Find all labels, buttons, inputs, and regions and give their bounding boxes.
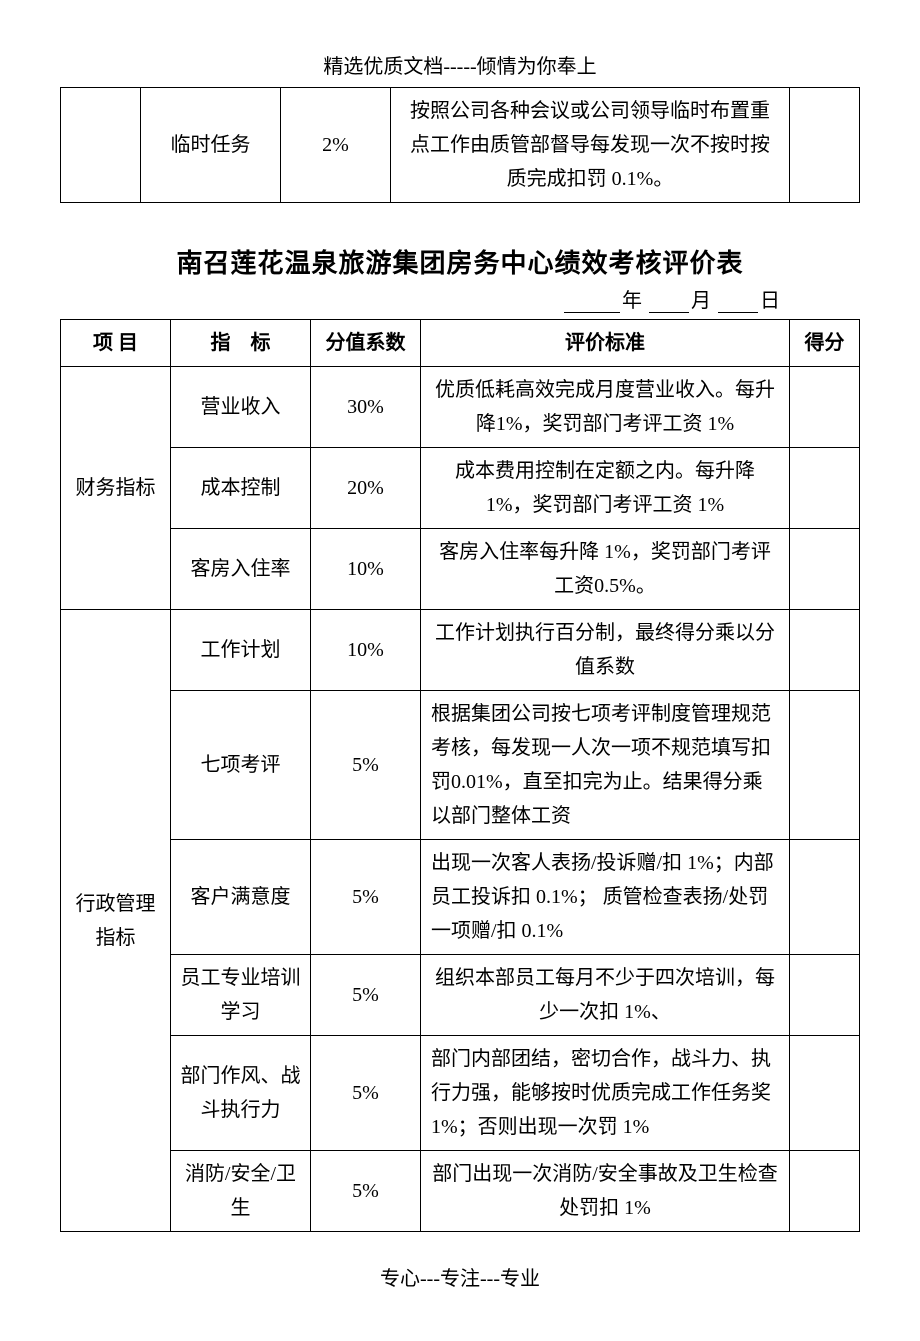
cell-indicator: 临时任务 xyxy=(141,88,281,203)
day-blank xyxy=(718,288,758,313)
month-blank xyxy=(649,288,689,313)
cell-criteria: 成本费用控制在定额之内。每升降 1%，奖罚部门考评工资 1% xyxy=(421,448,790,529)
date-line: 年 月 日 xyxy=(60,284,860,313)
header-coef: 分值系数 xyxy=(311,320,421,367)
cell-indicator: 员工专业培训学习 xyxy=(171,955,311,1036)
cell-coef: 5% xyxy=(311,840,421,955)
cell-score xyxy=(790,529,860,610)
cell-criteria: 部门出现一次消防/安全事故及卫生检查处罚扣 1% xyxy=(421,1151,790,1232)
cell-category-blank xyxy=(61,88,141,203)
cell-indicator: 七项考评 xyxy=(171,691,311,840)
cell-indicator: 成本控制 xyxy=(171,448,311,529)
cell-coef: 2% xyxy=(281,88,391,203)
cell-score xyxy=(790,955,860,1036)
table-row: 部门作风、战斗执行力 5% 部门内部团结，密切合作，战斗力、执行力强，能够按时优… xyxy=(61,1036,860,1151)
footer-note: 专心---专注---专业 xyxy=(60,1262,860,1291)
cell-criteria: 出现一次客人表扬/投诉赠/扣 1%；内部员工投诉扣 0.1%； 质管检查表扬/处… xyxy=(421,840,790,955)
cell-coef: 20% xyxy=(311,448,421,529)
cell-indicator: 消防/安全/卫生 xyxy=(171,1151,311,1232)
cell-category: 行政管理指标 xyxy=(61,610,171,1232)
cell-criteria: 按照公司各种会议或公司领导临时布置重点工作由质管部督导每发现一次不按时按质完成扣… xyxy=(391,88,790,203)
table-row: 成本控制 20% 成本费用控制在定额之内。每升降 1%，奖罚部门考评工资 1% xyxy=(61,448,860,529)
cell-score xyxy=(790,1151,860,1232)
cell-coef: 5% xyxy=(311,1036,421,1151)
cell-coef: 30% xyxy=(311,367,421,448)
cell-criteria: 客房入住率每升降 1%，奖罚部门考评工资0.5%。 xyxy=(421,529,790,610)
header-note: 精选优质文档-----倾情为你奉上 xyxy=(60,50,860,79)
cell-indicator: 部门作风、战斗执行力 xyxy=(171,1036,311,1151)
cell-criteria: 部门内部团结，密切合作，战斗力、执行力强，能够按时优质完成工作任务奖 1%；否则… xyxy=(421,1036,790,1151)
cell-score-blank xyxy=(790,88,860,203)
cell-criteria: 根据集团公司按七项考评制度管理规范考核，每发现一人次一项不规范填写扣罚0.01%… xyxy=(421,691,790,840)
header-category: 项 目 xyxy=(61,320,171,367)
table-row: 财务指标 营业收入 30% 优质低耗高效完成月度营业收入。每升降1%，奖罚部门考… xyxy=(61,367,860,448)
cell-coef: 5% xyxy=(311,691,421,840)
cell-coef: 5% xyxy=(311,1151,421,1232)
cell-criteria: 优质低耗高效完成月度营业收入。每升降1%，奖罚部门考评工资 1% xyxy=(421,367,790,448)
table-row: 七项考评 5% 根据集团公司按七项考评制度管理规范考核，每发现一人次一项不规范填… xyxy=(61,691,860,840)
cell-indicator: 营业收入 xyxy=(171,367,311,448)
table-row: 员工专业培训学习 5% 组织本部员工每月不少于四次培训，每少一次扣 1%、 xyxy=(61,955,860,1036)
cell-category: 财务指标 xyxy=(61,367,171,610)
table-row: 行政管理指标 工作计划 10% 工作计划执行百分制，最终得分乘以分值系数 xyxy=(61,610,860,691)
year-label: 年 xyxy=(622,290,642,312)
title-text: 南召莲花温泉旅游集团房务中心绩效考核评价表 xyxy=(176,249,743,278)
cell-coef: 10% xyxy=(311,529,421,610)
cell-criteria: 组织本部员工每月不少于四次培训，每少一次扣 1%、 xyxy=(421,955,790,1036)
table-row: 客户满意度 5% 出现一次客人表扬/投诉赠/扣 1%；内部员工投诉扣 0.1%；… xyxy=(61,840,860,955)
cell-indicator: 工作计划 xyxy=(171,610,311,691)
header-criteria: 评价标准 xyxy=(421,320,790,367)
table-row: 临时任务 2% 按照公司各种会议或公司领导临时布置重点工作由质管部督导每发现一次… xyxy=(61,88,860,203)
cell-score xyxy=(790,610,860,691)
cell-score xyxy=(790,691,860,840)
header-score: 得分 xyxy=(790,320,860,367)
cell-score xyxy=(790,367,860,448)
cell-coef: 5% xyxy=(311,955,421,1036)
cell-coef: 10% xyxy=(311,610,421,691)
header-indicator: 指 标 xyxy=(171,320,311,367)
cell-indicator: 客户满意度 xyxy=(171,840,311,955)
table-header-row: 项 目 指 标 分值系数 评价标准 得分 xyxy=(61,320,860,367)
evaluation-table: 项 目 指 标 分值系数 评价标准 得分 财务指标 营业收入 30% 优质低耗高… xyxy=(60,319,860,1232)
cell-criteria: 工作计划执行百分制，最终得分乘以分值系数 xyxy=(421,610,790,691)
cell-indicator: 客房入住率 xyxy=(171,529,311,610)
table-row: 消防/安全/卫生 5% 部门出现一次消防/安全事故及卫生检查处罚扣 1% xyxy=(61,1151,860,1232)
day-label: 日 xyxy=(760,290,780,312)
month-label: 月 xyxy=(691,290,711,312)
table-row: 客房入住率 10% 客房入住率每升降 1%，奖罚部门考评工资0.5%。 xyxy=(61,529,860,610)
cell-score xyxy=(790,840,860,955)
page-title: 南召莲花温泉旅游集团房务中心绩效考核评价表 xyxy=(60,243,860,280)
year-blank xyxy=(564,288,620,313)
cell-score xyxy=(790,448,860,529)
fragment-table: 临时任务 2% 按照公司各种会议或公司领导临时布置重点工作由质管部督导每发现一次… xyxy=(60,87,860,203)
cell-score xyxy=(790,1036,860,1151)
